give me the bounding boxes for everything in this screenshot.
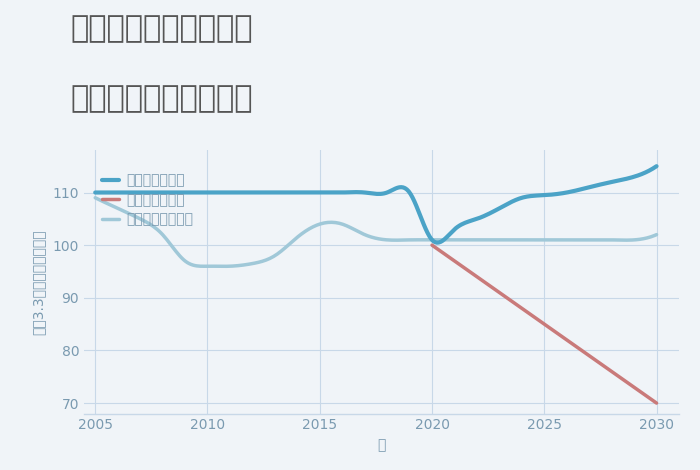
グッドシナリオ: [424, 230, 432, 235]
バッドシナリオ: [630, 384, 638, 390]
ノーマルシナリオ: [91, 195, 99, 201]
グッドシナリオ: [433, 240, 441, 245]
バッドシナリオ: [563, 337, 571, 343]
バッドシナリオ: [608, 368, 616, 374]
グッドシナリオ: [93, 190, 102, 196]
ノーマルシナリオ: [602, 237, 610, 243]
ノーマルシナリオ: [437, 237, 445, 243]
Text: 中古戸建ての価格推移: 中古戸建ての価格推移: [70, 85, 253, 114]
ノーマルシナリオ: [218, 264, 227, 269]
バッドシナリオ: [450, 258, 459, 264]
バッドシナリオ: [473, 274, 481, 280]
バッドシナリオ: [585, 353, 594, 359]
ノーマルシナリオ: [425, 237, 433, 243]
バッドシナリオ: [652, 400, 661, 406]
Y-axis label: 坪（3.3㎡）単価（万円）: 坪（3.3㎡）単価（万円）: [32, 229, 46, 335]
バッドシナリオ: [428, 243, 436, 248]
Legend: グッドシナリオ, バッドシナリオ, ノーマルシナリオ: グッドシナリオ, バッドシナリオ, ノーマルシナリオ: [97, 168, 199, 232]
Line: バッドシナリオ: バッドシナリオ: [432, 245, 657, 403]
ノーマルシナリオ: [93, 196, 102, 202]
グッドシナリオ: [91, 190, 99, 196]
グッドシナリオ: [652, 164, 661, 169]
バッドシナリオ: [517, 306, 526, 311]
グッドシナリオ: [425, 234, 433, 239]
バッドシナリオ: [495, 290, 503, 295]
ノーマルシナリオ: [427, 237, 435, 243]
グッドシナリオ: [602, 180, 610, 186]
ノーマルシナリオ: [566, 237, 575, 243]
X-axis label: 年: 年: [377, 438, 386, 452]
Line: ノーマルシナリオ: ノーマルシナリオ: [95, 198, 657, 266]
Text: 埼玉県川越市上老袋の: 埼玉県川越市上老袋の: [70, 14, 253, 43]
グッドシナリオ: [437, 239, 445, 245]
グッドシナリオ: [566, 189, 575, 195]
バッドシナリオ: [540, 321, 549, 327]
Line: グッドシナリオ: グッドシナリオ: [95, 166, 657, 243]
ノーマルシナリオ: [652, 232, 661, 237]
